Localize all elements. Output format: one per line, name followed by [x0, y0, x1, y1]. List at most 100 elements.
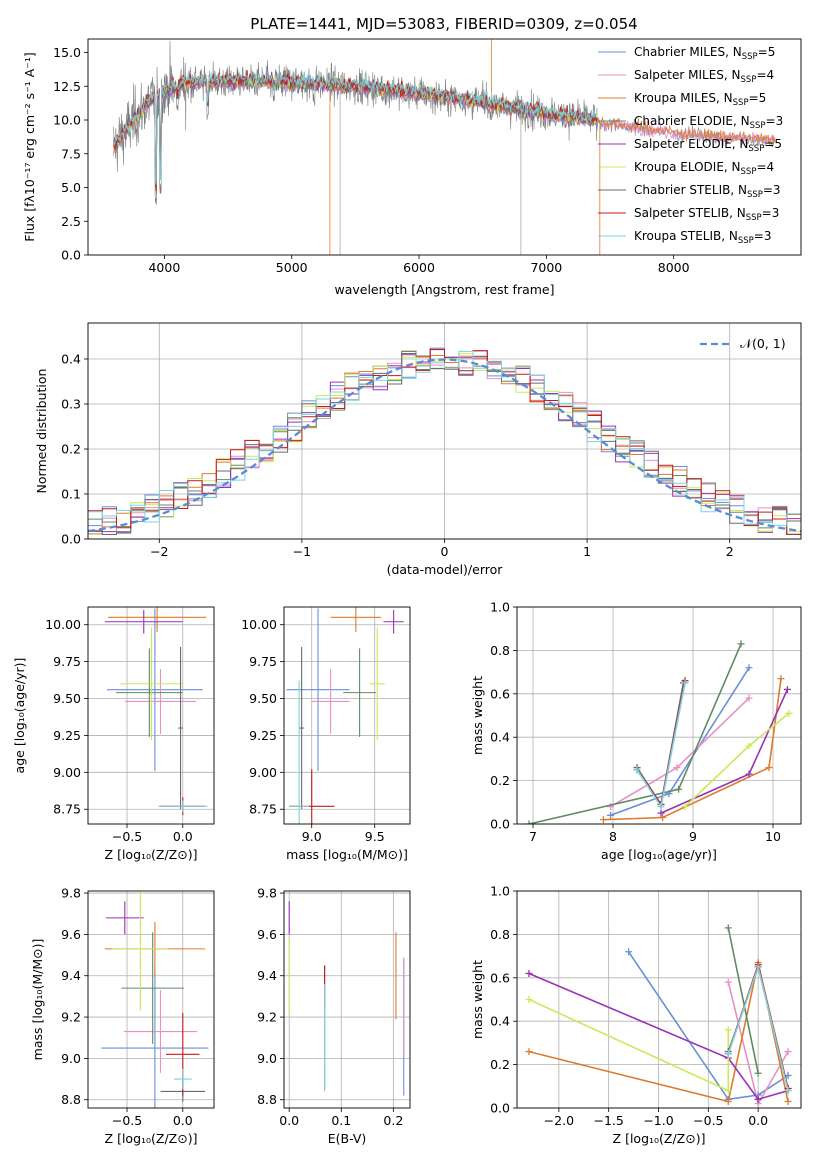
- residuals-xlabel: (data-model)/error: [387, 562, 504, 577]
- mass-vs-Z-ylabel: mass [log₁₀(M/M⊙)]: [30, 939, 45, 1061]
- y-tick-label: 0.6: [490, 970, 510, 985]
- errorbar-point: [101, 965, 209, 1108]
- weight-marker: [724, 1026, 732, 1034]
- y-tick-label: 0.0: [61, 248, 81, 263]
- errorbar-point: [123, 990, 198, 1073]
- mass-vs-ebv-xlabel: E(B-V): [328, 1131, 367, 1146]
- errorbar-point: [104, 609, 183, 634]
- x-tick-label: 8000: [658, 260, 690, 275]
- errorbar-point: [115, 648, 183, 737]
- y-tick-label: 9.50: [249, 691, 277, 706]
- legend-entry: Kroupa STELIB, NSSP=3: [634, 229, 772, 246]
- weight-series-salpeter-miles: [607, 694, 753, 811]
- y-tick-label: 8.8: [257, 1092, 277, 1107]
- legend-entry: Chabrier ELODIE, NSSP=3: [634, 114, 783, 131]
- y-tick-label: 8.75: [249, 802, 277, 817]
- y-tick-label: 8.75: [53, 802, 81, 817]
- y-tick-label: 0.6: [490, 686, 510, 701]
- y-tick-label: 1.0: [490, 884, 510, 899]
- y-tick-label: 0.2: [490, 773, 510, 788]
- weight-marker: [784, 1048, 792, 1056]
- spectrum-ylabel: Flux [fλ10⁻¹⁷ erg cm⁻² s⁻¹ A⁻¹]: [22, 52, 37, 241]
- weight-series-kroupa-stelib: [724, 963, 792, 1095]
- y-tick-label: 9.6: [61, 927, 81, 942]
- weight-line: [610, 667, 750, 817]
- spectrum-frame: [87, 38, 802, 256]
- x-tick-label: 7: [529, 829, 537, 844]
- y-tick-label: 2.5: [61, 214, 81, 229]
- weight-marker: [724, 924, 732, 932]
- weight-vs-Z-frame: [516, 890, 802, 1109]
- histogram-kroupa-stelib: [88, 350, 801, 526]
- residuals-ylabel: Normed distribution: [34, 369, 49, 494]
- errorbar-point: [311, 669, 350, 734]
- weight-line: [528, 643, 742, 824]
- x-tick-label: 10: [765, 829, 781, 844]
- errorbar-point: [158, 800, 208, 813]
- legend-entry: Kroupa MILES, NSSP=5: [634, 91, 766, 108]
- weight-marker: [724, 978, 732, 986]
- spectrum-plot-area: [113, 39, 776, 255]
- errorbar-point: [112, 891, 169, 1011]
- weight-marker: [525, 996, 533, 1003]
- y-tick-label: 0.3: [61, 397, 81, 412]
- weight-marker: [633, 766, 641, 774]
- age-vs-Z-ylabel: age [log₁₀(age/yr)]: [12, 658, 27, 774]
- age-vs-mass-xlabel: mass [log₁₀(M/M⊙)]: [286, 847, 408, 862]
- weight-line: [684, 712, 790, 808]
- y-tick-label: 0.1: [61, 487, 81, 502]
- y-tick-label: 0.4: [490, 1014, 510, 1029]
- weight-series-chabrier-elodie: [724, 924, 762, 1077]
- observed-spectrum-line: [113, 40, 598, 205]
- age-vs-Z-plot-area: [104, 607, 208, 816]
- weight-marker: [675, 785, 683, 793]
- weight-line: [528, 972, 789, 1101]
- legend-entry: Salpeter ELODIE, NSSP=5: [634, 137, 782, 154]
- errorbar-point: [105, 901, 144, 935]
- weight-vs-Z-xlabel: Z [log₁₀(Z/Z⊙)]: [613, 1131, 706, 1146]
- weight-marker: [783, 685, 791, 693]
- x-tick-label: 9: [689, 829, 697, 844]
- y-tick-label: 10.00: [241, 617, 277, 632]
- weight-line: [636, 682, 686, 809]
- y-tick-label: 0.4: [61, 352, 81, 367]
- residuals-legend: 𝒩(0, 1): [700, 336, 786, 351]
- y-tick-label: 9.00: [249, 765, 277, 780]
- weight-vs-age-xlabel: age [log₁₀(age/yr)]: [601, 847, 717, 862]
- x-tick-label: 1: [583, 544, 591, 559]
- age-vs-Z-axes: −0.5 0.0 8.75 9.00 9.25 9.50 9.75 10.00: [45, 607, 214, 844]
- x-tick-label: −0.5: [112, 1113, 142, 1128]
- y-tick-label: 0.2: [490, 1057, 510, 1072]
- weight-series-salpeter-elodie: [657, 685, 791, 817]
- x-tick-label: 0.0: [173, 1113, 193, 1128]
- mass-vs-Z-xlabel: Z [log₁₀(Z/Z⊙)]: [105, 1131, 198, 1146]
- errorbar-point: [286, 608, 350, 771]
- weight-marker: [724, 1097, 732, 1105]
- weight-series-kroupa-elodie: [681, 709, 793, 811]
- x-tick-label: −2.0: [544, 1113, 574, 1128]
- y-tick-label: 12.5: [53, 79, 81, 94]
- legend-entry: Kroupa ELODIE, NSSP=4: [634, 160, 774, 177]
- weight-vs-age-axes: 7 8 9 10 0.0 0.2 0.4 0.6 0.8 1.0: [490, 600, 801, 844]
- weight-marker: [681, 679, 689, 687]
- x-tick-label: 0.0: [748, 1113, 768, 1128]
- y-tick-label: 1.0: [490, 600, 510, 615]
- weight-marker: [754, 963, 762, 971]
- y-tick-label: 9.0: [61, 1051, 81, 1066]
- weight-series-chabrier-miles: [607, 664, 753, 819]
- errorbar-point: [120, 627, 183, 740]
- x-tick-label: −1.5: [593, 1113, 623, 1128]
- errorbar-point: [124, 669, 197, 734]
- weight-vs-age-ylabel: mass weight: [470, 676, 485, 755]
- x-tick-label: 6000: [403, 260, 435, 275]
- errorbar-point: [108, 607, 207, 633]
- y-tick-label: 9.6: [257, 927, 277, 942]
- x-tick-label: 5000: [276, 260, 308, 275]
- y-tick-label: 10.0: [53, 113, 81, 128]
- weight-line: [603, 678, 782, 821]
- weight-marker: [754, 1069, 762, 1077]
- errorbar-point: [106, 608, 203, 771]
- spectrum-xlabel: wavelength [Angstrom, rest frame]: [334, 282, 554, 297]
- x-tick-label: 2: [726, 544, 734, 559]
